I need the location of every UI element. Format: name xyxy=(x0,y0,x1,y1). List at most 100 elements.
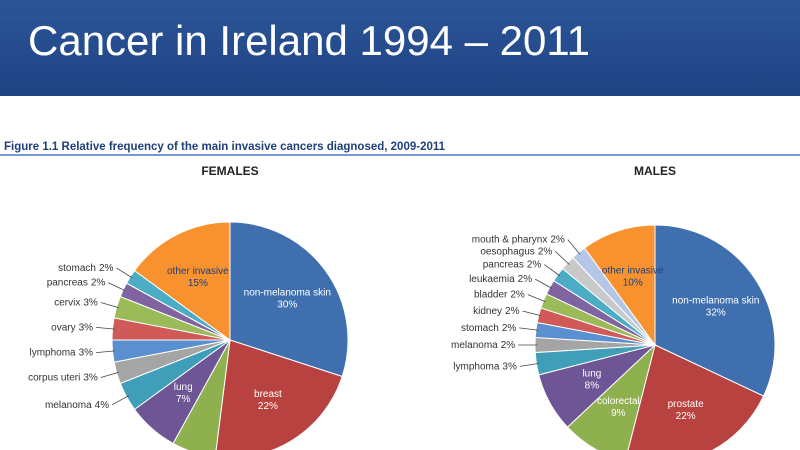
pie-slice xyxy=(583,224,656,347)
slice-value: 2% xyxy=(502,322,517,333)
slice-label: lymphoma 3% xyxy=(453,361,517,372)
leader-line xyxy=(519,363,539,367)
slice-label: colorectal 9% xyxy=(597,396,640,419)
slice-category: pancreas xyxy=(483,259,524,270)
leader-line xyxy=(522,310,542,317)
slice-category: kidney xyxy=(473,306,502,317)
pie-slice xyxy=(215,339,343,450)
slice-category: lung xyxy=(174,382,193,393)
slice-category: colorectal xyxy=(597,396,640,407)
slice-value: 2% xyxy=(501,340,516,351)
slice-label: melanoma 4% xyxy=(45,399,109,410)
slice-category: melanoma xyxy=(45,399,92,410)
slice-label: pancreas 2% xyxy=(483,259,542,270)
leader-line xyxy=(527,294,546,303)
slice-value: 32% xyxy=(706,307,726,318)
slice-category: bladder xyxy=(474,289,508,300)
leader-line xyxy=(116,267,133,279)
slice-label: oesophagus 2% xyxy=(480,246,552,257)
slice-category: cervix xyxy=(54,297,80,308)
slice-value: 2% xyxy=(550,234,565,245)
slice-category: mouth & pharynx xyxy=(472,234,548,245)
slice-label: corpus uteri 3% xyxy=(28,372,98,383)
slice-label: melanoma 2% xyxy=(451,340,515,351)
leader-line xyxy=(534,278,553,289)
slice-label: bladder 2% xyxy=(474,289,525,300)
slice-label: kidney 2% xyxy=(473,306,519,317)
slice-category: oesophagus xyxy=(480,246,535,257)
slice-value: 2% xyxy=(99,263,114,274)
slice-label: stomach 2% xyxy=(461,322,516,333)
slice-label: other invasive 15% xyxy=(167,266,229,289)
slice-category: ovary xyxy=(51,322,75,333)
slice-value: 7% xyxy=(176,394,191,405)
slice-category: non-melanoma skin xyxy=(244,287,331,298)
chart-title: MALES xyxy=(634,164,676,178)
leader-line xyxy=(111,395,129,406)
pie-slice xyxy=(133,221,231,341)
slice-value: 22% xyxy=(676,411,696,422)
slice-label: mouth & pharynx 2% xyxy=(472,234,565,245)
slice-category: other invasive xyxy=(602,265,664,276)
slice-category: breast xyxy=(254,388,282,399)
chart-title: FEMALES xyxy=(201,164,258,178)
slice-value: 8% xyxy=(585,380,600,391)
slice-label: non-melanoma skin 32% xyxy=(672,295,759,318)
figure-caption: Figure 1.1 Relative frequency of the mai… xyxy=(4,141,446,153)
slice-label: prostate 22% xyxy=(668,399,705,422)
slice-label: leukaemia 2% xyxy=(469,274,532,285)
slice-value: 3% xyxy=(79,322,94,333)
slice-value: 9% xyxy=(611,408,626,419)
slice-category: non-melanoma skin xyxy=(672,295,759,306)
slice-value: 10% xyxy=(623,277,643,288)
slice-value: 3% xyxy=(83,372,98,383)
slice-value: 3% xyxy=(502,361,517,372)
slice-value: 2% xyxy=(505,306,520,317)
slice-category: corpus uteri xyxy=(28,372,80,383)
slice-label: lung 8% xyxy=(582,368,601,391)
slice-value: 2% xyxy=(538,246,553,257)
slice-category: prostate xyxy=(668,399,705,410)
slice-category: leukaemia xyxy=(469,274,515,285)
pie-slice xyxy=(654,224,776,397)
pie-slice xyxy=(229,221,349,378)
slice-label: ovary 3% xyxy=(51,322,93,333)
slice-label: non-melanoma skin 30% xyxy=(244,287,331,310)
slice-value: 3% xyxy=(79,347,94,358)
leader-line xyxy=(100,371,120,378)
slice-value: 15% xyxy=(188,278,208,289)
leader-line xyxy=(96,326,115,330)
slice-label: other invasive 10% xyxy=(602,265,664,288)
slice-category: melanoma xyxy=(451,340,498,351)
leader-line xyxy=(108,282,126,292)
slice-value: 2% xyxy=(527,259,542,270)
slice-category: stomach xyxy=(461,322,499,333)
slice-label: pancreas 2% xyxy=(47,277,106,288)
slice-value: 22% xyxy=(258,400,278,411)
slide-title: Cancer in Ireland 1994 – 2011 xyxy=(28,17,590,64)
leader-line xyxy=(544,264,561,277)
slice-value: 2% xyxy=(518,274,533,285)
slice-value: 4% xyxy=(95,399,110,410)
slice-category: lymphoma xyxy=(29,347,76,358)
leader-line xyxy=(96,350,115,354)
slice-category: lung xyxy=(582,368,601,379)
slice-label: lymphoma 3% xyxy=(29,347,93,358)
slice-label: lung 7% xyxy=(174,382,193,405)
slice-label: breast 22% xyxy=(254,388,282,411)
slice-value: 3% xyxy=(83,297,98,308)
leader-line xyxy=(519,327,539,331)
leader-line xyxy=(567,239,581,255)
slice-category: stomach xyxy=(58,263,96,274)
slice-category: lymphoma xyxy=(453,361,500,372)
slice-label: stomach 2% xyxy=(58,263,113,274)
leader-line xyxy=(555,251,570,265)
slice-value: 2% xyxy=(510,289,525,300)
leader-line xyxy=(100,302,120,309)
slice-category: other invasive xyxy=(167,266,229,277)
header-band xyxy=(0,0,800,96)
slice-value: 30% xyxy=(277,299,297,310)
slice-category: pancreas xyxy=(47,277,88,288)
slice-label: cervix 3% xyxy=(54,297,98,308)
